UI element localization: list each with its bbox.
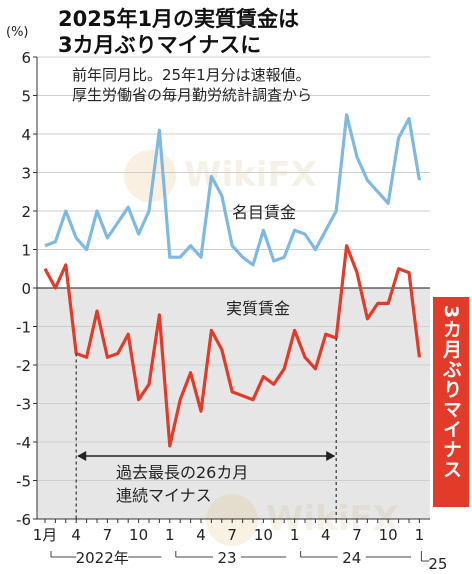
y-tick-label: -6 — [16, 511, 31, 529]
streak-arrow-head-left — [77, 451, 87, 461]
x-tick-label: 4 — [321, 526, 331, 544]
y-tick-label: 6 — [21, 49, 31, 67]
x-tick-label: 4 — [196, 526, 206, 544]
y-tick-label: 2 — [21, 203, 31, 221]
y-tick-label: -2 — [16, 357, 31, 375]
chart-subtitle-line1: 前年同月比。25年1月分は速報値。 — [72, 66, 311, 84]
x-tick-label: 7 — [227, 526, 237, 544]
y-axis-ticks: -6 -5 -4 -3 -2 -1 0 1 2 3 4 5 6 — [16, 49, 38, 529]
series-line-nominal — [44, 113, 421, 267]
x-tick-label: 7 — [103, 526, 113, 544]
series-line-real — [43, 244, 421, 448]
y-axis-unit: (%) — [6, 25, 29, 40]
x-tick-label: 1 — [165, 526, 175, 544]
negative-callout-box — [433, 297, 469, 507]
streak-label-line1: 過去最長の26カ月 — [116, 463, 248, 482]
y-tick-label: -3 — [16, 396, 31, 414]
y-tick-label: -4 — [16, 434, 31, 452]
y-tick-label: 3 — [21, 165, 31, 183]
streak-label-line2: 連続マイナス — [116, 486, 212, 505]
streak-arrow-head-right — [326, 451, 336, 461]
x-tick-label: 10 — [129, 526, 148, 544]
x-tick-label: 10 — [379, 526, 398, 544]
y-tick-label: -5 — [16, 473, 31, 491]
x-tick-label: 7 — [352, 526, 362, 544]
chart-title-line2: 3カ月ぶりマイナスに — [58, 33, 261, 57]
year-label: 24 — [342, 549, 361, 567]
year-label: 2022年 — [76, 549, 129, 567]
x-tick-label: 1 — [290, 526, 300, 544]
x-axis-ticks: 1月 4 7 10 1 4 7 10 1 4 7 10 1 2022年 23 24 25 — [33, 518, 447, 573]
streak-bracket — [75, 338, 337, 519]
x-tick-label: 1 — [415, 526, 425, 544]
y-tick-label: 4 — [21, 126, 31, 144]
x-tick-label: 1月 — [33, 526, 58, 544]
series-label-nominal: 名目賃金 — [232, 203, 296, 222]
y-tick-label: 1 — [21, 242, 31, 260]
chart-subtitle-line2: 厚生労働省の毎月勤労統計調査から — [72, 86, 312, 104]
y-tick-label: -1 — [16, 319, 31, 337]
svg-text:WikiFX: WikiFX — [184, 155, 317, 195]
x-tick-label: 4 — [71, 526, 81, 544]
chart-title-line1: 2025年1月の実質賃金は — [58, 7, 299, 31]
x-tick-label: 10 — [254, 526, 273, 544]
year-label: 23 — [217, 549, 236, 567]
y-tick-label: 0 — [21, 280, 31, 298]
series-label-real: 実質賃金 — [226, 299, 290, 318]
year-label: 25 — [428, 555, 447, 573]
y-tick-label: 5 — [21, 88, 31, 106]
watermark-top: WikiFX — [124, 150, 317, 202]
negative-callout-text: 3カ月ぶりマイナス — [440, 305, 463, 479]
